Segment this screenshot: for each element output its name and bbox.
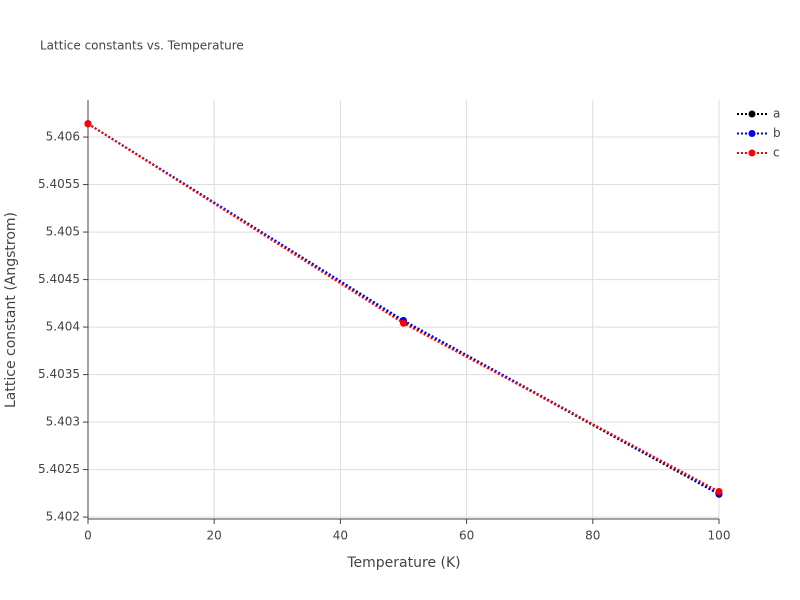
x-tick-label: 100 <box>708 529 731 543</box>
y-tick-label: 5.4055 <box>38 177 80 191</box>
legend-label: c <box>773 146 780 160</box>
legend-label: a <box>773 107 780 121</box>
y-tick-label: 5.4025 <box>38 462 80 476</box>
series-line <box>87 122 720 496</box>
legend-label: b <box>773 126 781 140</box>
series-marker <box>715 487 723 495</box>
series-line <box>87 122 720 495</box>
chart-title: Lattice constants vs. Temperature <box>40 39 244 53</box>
x-axis-label: Temperature (K) <box>346 555 460 571</box>
x-tick-label: 20 <box>207 529 222 543</box>
x-tick-label: 40 <box>333 529 348 543</box>
x-tick-label: 0 <box>84 529 92 543</box>
series-marker <box>84 120 92 128</box>
y-tick-label: 5.404 <box>46 320 80 334</box>
y-tick-label: 5.4045 <box>38 272 80 286</box>
x-tick-label: 60 <box>459 529 474 543</box>
series-marker <box>400 319 407 327</box>
y-tick-label: 5.405 <box>46 225 80 239</box>
legend-marker <box>748 149 756 157</box>
legend-marker <box>748 130 756 137</box>
x-tick-label: 80 <box>585 529 600 543</box>
series-line <box>87 122 720 493</box>
y-tick-label: 5.4035 <box>38 367 80 381</box>
y-tick-label: 5.403 <box>46 415 80 429</box>
legend-marker <box>748 110 756 118</box>
y-tick-label: 5.402 <box>46 510 80 524</box>
y-tick-label: 5.406 <box>46 130 80 144</box>
y-axis-label: Lattice constant (Angstrom) <box>3 212 19 408</box>
